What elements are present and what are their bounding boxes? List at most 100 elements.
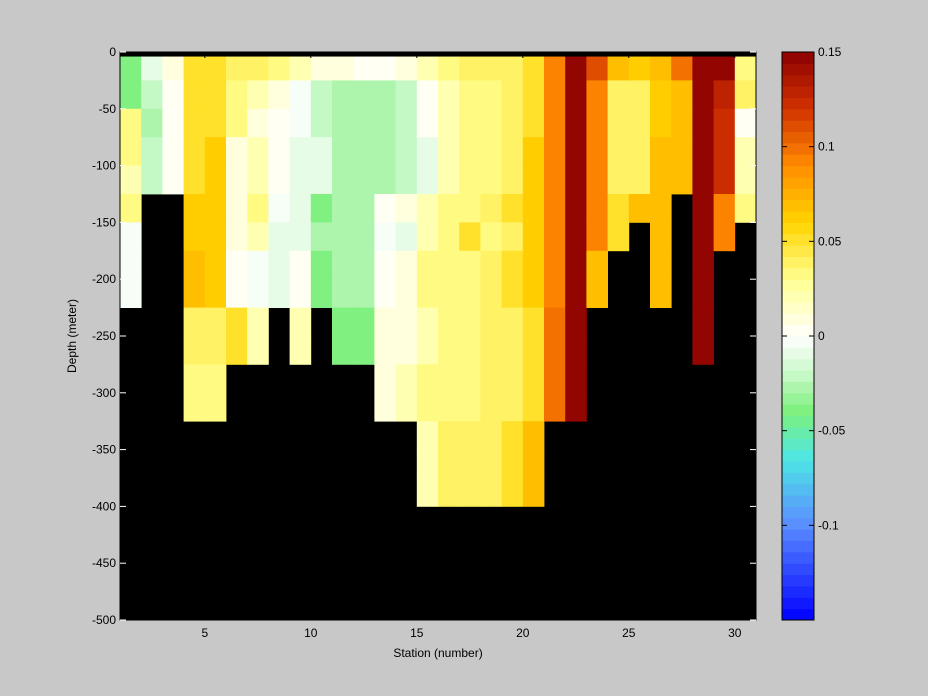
colorbar-swatch [782, 551, 814, 564]
heatmap-cell [522, 336, 545, 365]
heatmap-cell [204, 56, 227, 81]
heatmap-cell [522, 194, 545, 223]
colorbar-swatch [782, 74, 814, 87]
heatmap-cell [183, 165, 206, 195]
heatmap-cell [607, 165, 630, 195]
heatmap-cell [374, 108, 396, 138]
heatmap-cell [544, 250, 566, 280]
heatmap-cell [374, 56, 396, 81]
heatmap-cell [650, 250, 672, 280]
heatmap-cell [522, 250, 545, 280]
colorbar-swatch [782, 449, 814, 462]
heatmap-cell [586, 80, 608, 110]
heatmap-cell [480, 108, 502, 138]
heatmap-cell [522, 56, 545, 81]
heatmap-cell [353, 307, 375, 337]
heatmap-cell [522, 421, 545, 450]
heatmap-cell [586, 222, 608, 252]
heatmap-cell [501, 80, 524, 110]
heatmap-cell [713, 194, 736, 223]
heatmap-cell [416, 194, 439, 223]
heatmap-cell [268, 194, 290, 223]
heatmap-cell [247, 137, 269, 166]
heatmap-cell [501, 250, 524, 280]
heatmap-cell [565, 56, 587, 81]
heatmap-cell [565, 336, 587, 365]
heatmap-cell [522, 222, 545, 252]
heatmap-cell [289, 307, 312, 337]
colorbar-swatch [782, 608, 814, 621]
heatmap-cell [713, 165, 736, 195]
heatmap-cell [141, 137, 163, 166]
colorbar-tick-label: 0.05 [818, 234, 842, 248]
heatmap-cell [586, 194, 608, 223]
heatmap-cell [374, 222, 396, 252]
heatmap-cell [501, 222, 524, 252]
heatmap-cell [226, 279, 248, 308]
x-tick-label: 30 [728, 626, 742, 640]
heatmap-cell [204, 108, 227, 138]
heatmap-cell [289, 80, 312, 110]
heatmap-cell [416, 80, 439, 110]
heatmap-cell [332, 194, 354, 223]
colorbar-swatch [782, 347, 814, 360]
heatmap-cell [544, 137, 566, 166]
x-tick-label: 25 [622, 626, 636, 640]
heatmap-cell [692, 307, 714, 337]
colorbar-swatch [782, 97, 814, 110]
heatmap-cell [204, 307, 227, 337]
heatmap-cell [310, 56, 333, 81]
heatmap-cell [374, 307, 396, 337]
heatmap-cell [204, 392, 227, 422]
heatmap-cell [183, 222, 206, 252]
heatmap-cell [480, 56, 502, 81]
colorbar-swatch [782, 381, 814, 394]
heatmap-cell [565, 137, 587, 166]
heatmap-cell [544, 222, 566, 252]
heatmap-cell [501, 307, 524, 337]
heatmap-cell [671, 80, 693, 110]
heatmap-cell [353, 137, 375, 166]
colorbar-swatch [782, 301, 814, 314]
heatmap-cell [268, 279, 290, 308]
heatmap-cell [522, 364, 545, 394]
heatmap-cell [713, 137, 736, 166]
heatmap-cell [713, 222, 736, 252]
colorbar-swatch [782, 188, 814, 201]
colorbar-swatch [782, 404, 814, 417]
heatmap-cell [395, 56, 418, 81]
colorbar-swatch [782, 154, 814, 167]
colorbar-swatch [782, 563, 814, 576]
heatmap-cell [416, 279, 439, 308]
heatmap-cell [332, 336, 354, 365]
heatmap-cell [416, 307, 439, 337]
heatmap-cell [247, 194, 269, 223]
heatmap-cell [650, 194, 672, 223]
heatmap-cell [162, 165, 184, 195]
colorbar-swatch [782, 142, 814, 155]
y-tick-label: -350 [92, 443, 116, 457]
y-tick-label: -150 [92, 215, 116, 229]
colorbar-swatch [782, 120, 814, 133]
heatmap-cell [713, 56, 736, 81]
heatmap-cell [183, 364, 206, 394]
heatmap-cell [650, 222, 672, 252]
heatmap-cell [395, 165, 418, 195]
heatmap-cell [353, 336, 375, 365]
heatmap-cell [204, 137, 227, 166]
heatmap-cell [353, 222, 375, 252]
heatmap-cell [141, 165, 163, 195]
heatmap-cell [734, 194, 757, 223]
heatmap-cell [650, 56, 672, 81]
x-tick-label: 5 [201, 626, 208, 640]
colorbar-tick-label: -0.1 [818, 518, 839, 532]
heatmap-cell [353, 194, 375, 223]
heatmap-cell [565, 279, 587, 308]
heatmap-cell [544, 392, 566, 422]
heatmap-cell [141, 80, 163, 110]
heatmap-cell [332, 108, 354, 138]
heatmap-cell [226, 108, 248, 138]
heatmap-cell [247, 80, 269, 110]
heatmap-cell [395, 336, 418, 365]
heatmap-cell [607, 194, 630, 223]
